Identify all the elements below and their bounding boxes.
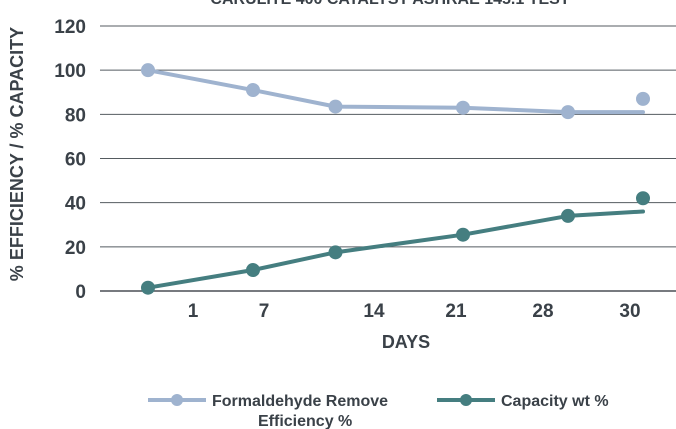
data-point [246, 83, 260, 98]
legend-label-line: Capacity wt % [501, 393, 609, 410]
series-1 [141, 63, 650, 120]
x-tick-label: 7 [259, 301, 270, 322]
y-tick-labels: 0 20 40 60 80 100 120 [54, 17, 86, 303]
x-tick-label: 1 [188, 301, 199, 322]
y-tick-label: 100 [54, 61, 86, 82]
data-point [141, 280, 155, 295]
y-tick-label: 120 [54, 17, 86, 38]
x-tick-labels: 1 7 14 21 28 30 [188, 301, 641, 322]
data-point [141, 63, 155, 78]
data-point [561, 105, 575, 120]
data-point [246, 263, 260, 278]
legend-label: Capacity wt % [501, 393, 609, 410]
y-axis-title: % EFFICIENCY / % CAPACITY [7, 27, 27, 281]
data-point [328, 99, 343, 114]
data-point [328, 245, 343, 260]
data-point [456, 227, 470, 242]
legend-label: Formaldehyde Remove Efficiency % [212, 393, 388, 429]
chart-title: CARULITE 400 CATALYST ASHRAE 145.1 TEST [210, 0, 569, 8]
y-tick-label: 80 [65, 105, 86, 126]
legend: Formaldehyde Remove Efficiency % Capacity … [148, 393, 609, 429]
x-tick-label: 14 [363, 301, 385, 322]
series-group [141, 63, 650, 295]
data-point [636, 191, 650, 206]
x-axis-title: DAYS [382, 332, 430, 352]
legend-label-line: Formaldehyde Remove [212, 393, 388, 410]
x-tick-label: 30 [619, 301, 640, 322]
legend-item-1: Formaldehyde Remove Efficiency % [148, 393, 388, 429]
x-tick-label: 28 [532, 301, 553, 322]
x-tick-label: 21 [445, 301, 467, 322]
legend-marker [460, 394, 472, 406]
series-line [146, 68, 645, 115]
data-point [561, 208, 575, 223]
legend-marker [171, 394, 183, 406]
y-tick-label: 20 [65, 238, 86, 259]
y-tick-label: 0 [75, 282, 86, 303]
legend-label-line: Efficiency % [258, 413, 352, 429]
data-point [636, 91, 650, 106]
series-line [146, 209, 645, 290]
series-2 [141, 191, 650, 295]
data-point [456, 100, 470, 115]
y-tick-label: 60 [65, 150, 86, 171]
y-tick-label: 40 [65, 194, 86, 215]
gridlines [100, 25, 676, 292]
legend-item-2: Capacity wt % [437, 393, 609, 410]
